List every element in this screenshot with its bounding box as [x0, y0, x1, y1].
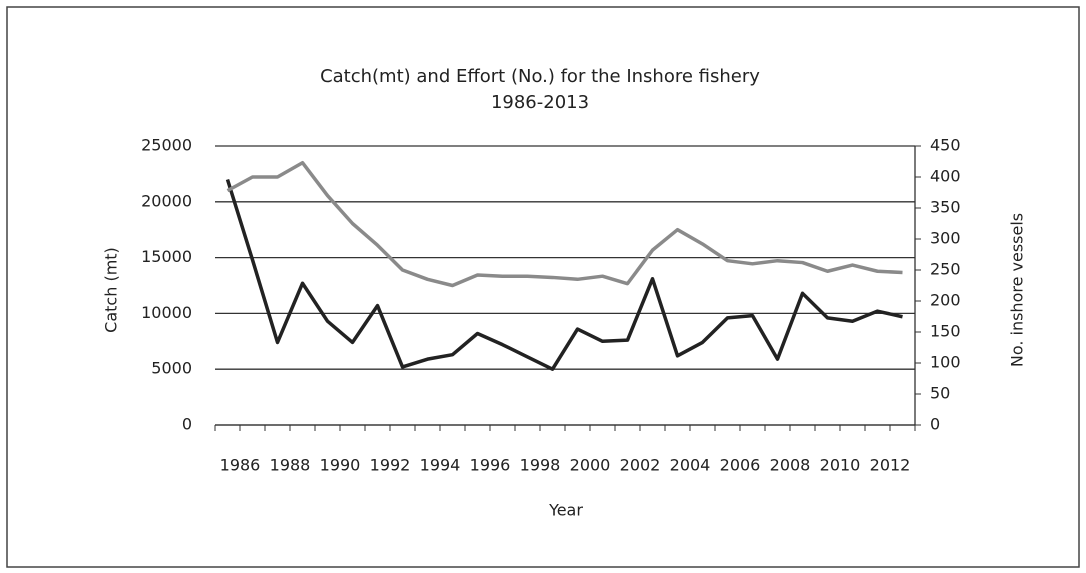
y2-tick-label: 400 [930, 167, 961, 186]
y-axis-label: Catch (mt) [102, 247, 121, 333]
y2-tick-label: 250 [930, 260, 961, 279]
y-tick-label: 25000 [141, 136, 192, 155]
y-tick-label: 10000 [141, 303, 192, 322]
y-tick-label: 15000 [141, 247, 192, 266]
y2-tick-label: 150 [930, 322, 961, 341]
x-tick-label: 1996 [470, 456, 511, 475]
x-tick-label: 2010 [820, 456, 861, 475]
y2-tick-label: 0 [930, 415, 940, 434]
x-tick-label: 1992 [370, 456, 411, 475]
chart-title: Catch(mt) and Effort (No.) for the Insho… [320, 66, 760, 87]
frame [6, 6, 1080, 568]
x-tick-label: 1990 [320, 456, 361, 475]
y2-tick-label: 350 [930, 198, 961, 217]
y-tick-label: 5000 [151, 359, 192, 378]
y2-axis-label: No. inshore vessels [1008, 213, 1027, 367]
x-tick-label: 1998 [520, 456, 561, 475]
x-tick-label: 2004 [670, 456, 711, 475]
y2-tick-label: 100 [930, 353, 961, 372]
x-tick-label: 2002 [620, 456, 661, 475]
x-tick-label: 1988 [270, 456, 311, 475]
x-tick-label: 2008 [770, 456, 811, 475]
x-tick-label: 1986 [220, 456, 261, 475]
x-tick-label: 2006 [720, 456, 761, 475]
y2-tick-label: 200 [930, 291, 961, 310]
x-tick-label: 1994 [420, 456, 461, 475]
y2-tick-label: 450 [930, 136, 961, 155]
y2-tick-label: 300 [930, 229, 961, 248]
x-axis-label: Year [548, 501, 583, 520]
series-line [225, 178, 903, 371]
chart-subtitle: 1986-2013 [491, 92, 589, 113]
y-tick-label: 20000 [141, 191, 192, 210]
y-tick-label: 0 [182, 415, 192, 434]
y2-tick-label: 50 [930, 384, 950, 403]
series-line [226, 160, 903, 288]
x-tick-label: 2000 [570, 456, 611, 475]
x-tick-label: 2012 [870, 456, 911, 475]
